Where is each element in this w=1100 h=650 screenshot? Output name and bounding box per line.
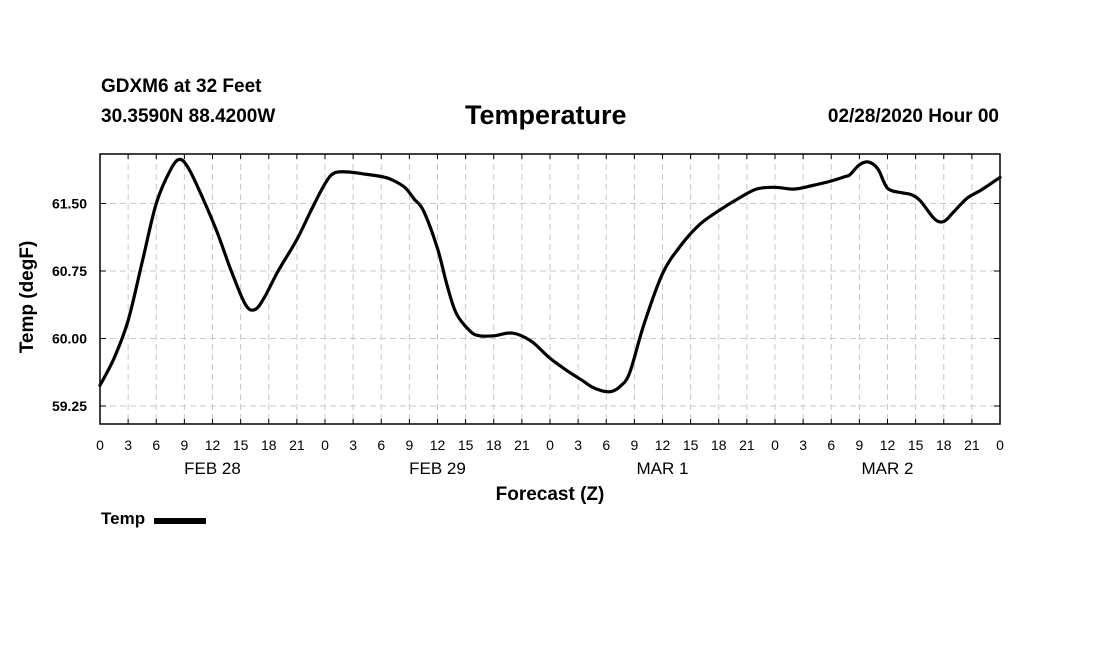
x-tick-label: 0 [771,437,779,453]
x-tick-label: 3 [574,437,582,453]
x-tick-label: 15 [683,437,699,453]
y-axis-title: Temp (degF) [17,241,38,354]
x-tick-label: 12 [430,437,446,453]
x-tick-label: 0 [321,437,329,453]
x-tick-label: 3 [349,437,357,453]
x-tick-label: 15 [458,437,474,453]
latlon-label: 30.3590N 88.4200W [101,106,276,127]
day-label: FEB 29 [409,459,466,478]
x-tick-label: 0 [996,437,1004,453]
x-tick-label: 9 [630,437,638,453]
x-tick-label: 0 [96,437,104,453]
x-tick-label: 18 [936,437,952,453]
x-tick-label: 6 [827,437,835,453]
plot-frame [99,153,1001,425]
y-tick-label: 60.00 [52,331,87,347]
x-tick-labels: 0 3 6 9 12 15 18 21 0 3 6 9 12 15 18 21 0 3 6 9 12 15 18 21 0 3 6 9… [96,437,1004,453]
station-label: GDXM6 at 32 Feet [101,76,262,97]
grid [100,154,1000,424]
x-tick-label: 12 [880,437,896,453]
y-tick-label: 60.75 [52,263,87,279]
day-labels: FEB 28 FEB 29 MAR 1 MAR 2 [184,459,913,478]
x-tick-label: 18 [486,437,502,453]
legend-line-swatch [154,517,207,524]
temp-series-line [98,157,1002,394]
x-tick-label: 9 [405,437,413,453]
x-tick-label: 15 [908,437,924,453]
x-tick-label: 15 [233,437,249,453]
y-tick-label: 59.25 [52,398,87,414]
x-tick-label: 9 [855,437,863,453]
x-tick-label: 21 [289,437,305,453]
x-tick-label: 18 [711,437,727,453]
forecast-datetime: 02/28/2020 Hour 00 [827,106,999,127]
x-tick-label: 21 [739,437,755,453]
x-tick-label: 12 [205,437,221,453]
x-tick-label: 21 [964,437,980,453]
x-tick-label: 3 [124,437,132,453]
x-tick-label: 3 [799,437,807,453]
chart-title: Temperature [465,100,627,130]
x-tick-label: 6 [377,437,385,453]
x-tick-label: 6 [602,437,610,453]
x-tick-label: 21 [514,437,530,453]
day-label: FEB 28 [184,459,241,478]
x-tick-label: 9 [180,437,188,453]
x-tick-label: 0 [546,437,554,453]
day-label: MAR 1 [637,459,689,478]
day-label: MAR 2 [862,459,914,478]
x-tick-label: 12 [655,437,671,453]
x-axis-title: Forecast (Z) [496,484,605,505]
legend-label: Temp [101,509,146,528]
y-tick-labels: 59.25 60.00 60.75 61.50 [52,196,87,415]
y-tick-label: 61.50 [52,196,87,212]
legend: Temp [101,509,207,529]
x-tick-label: 18 [261,437,277,453]
x-tick-label: 6 [152,437,160,453]
